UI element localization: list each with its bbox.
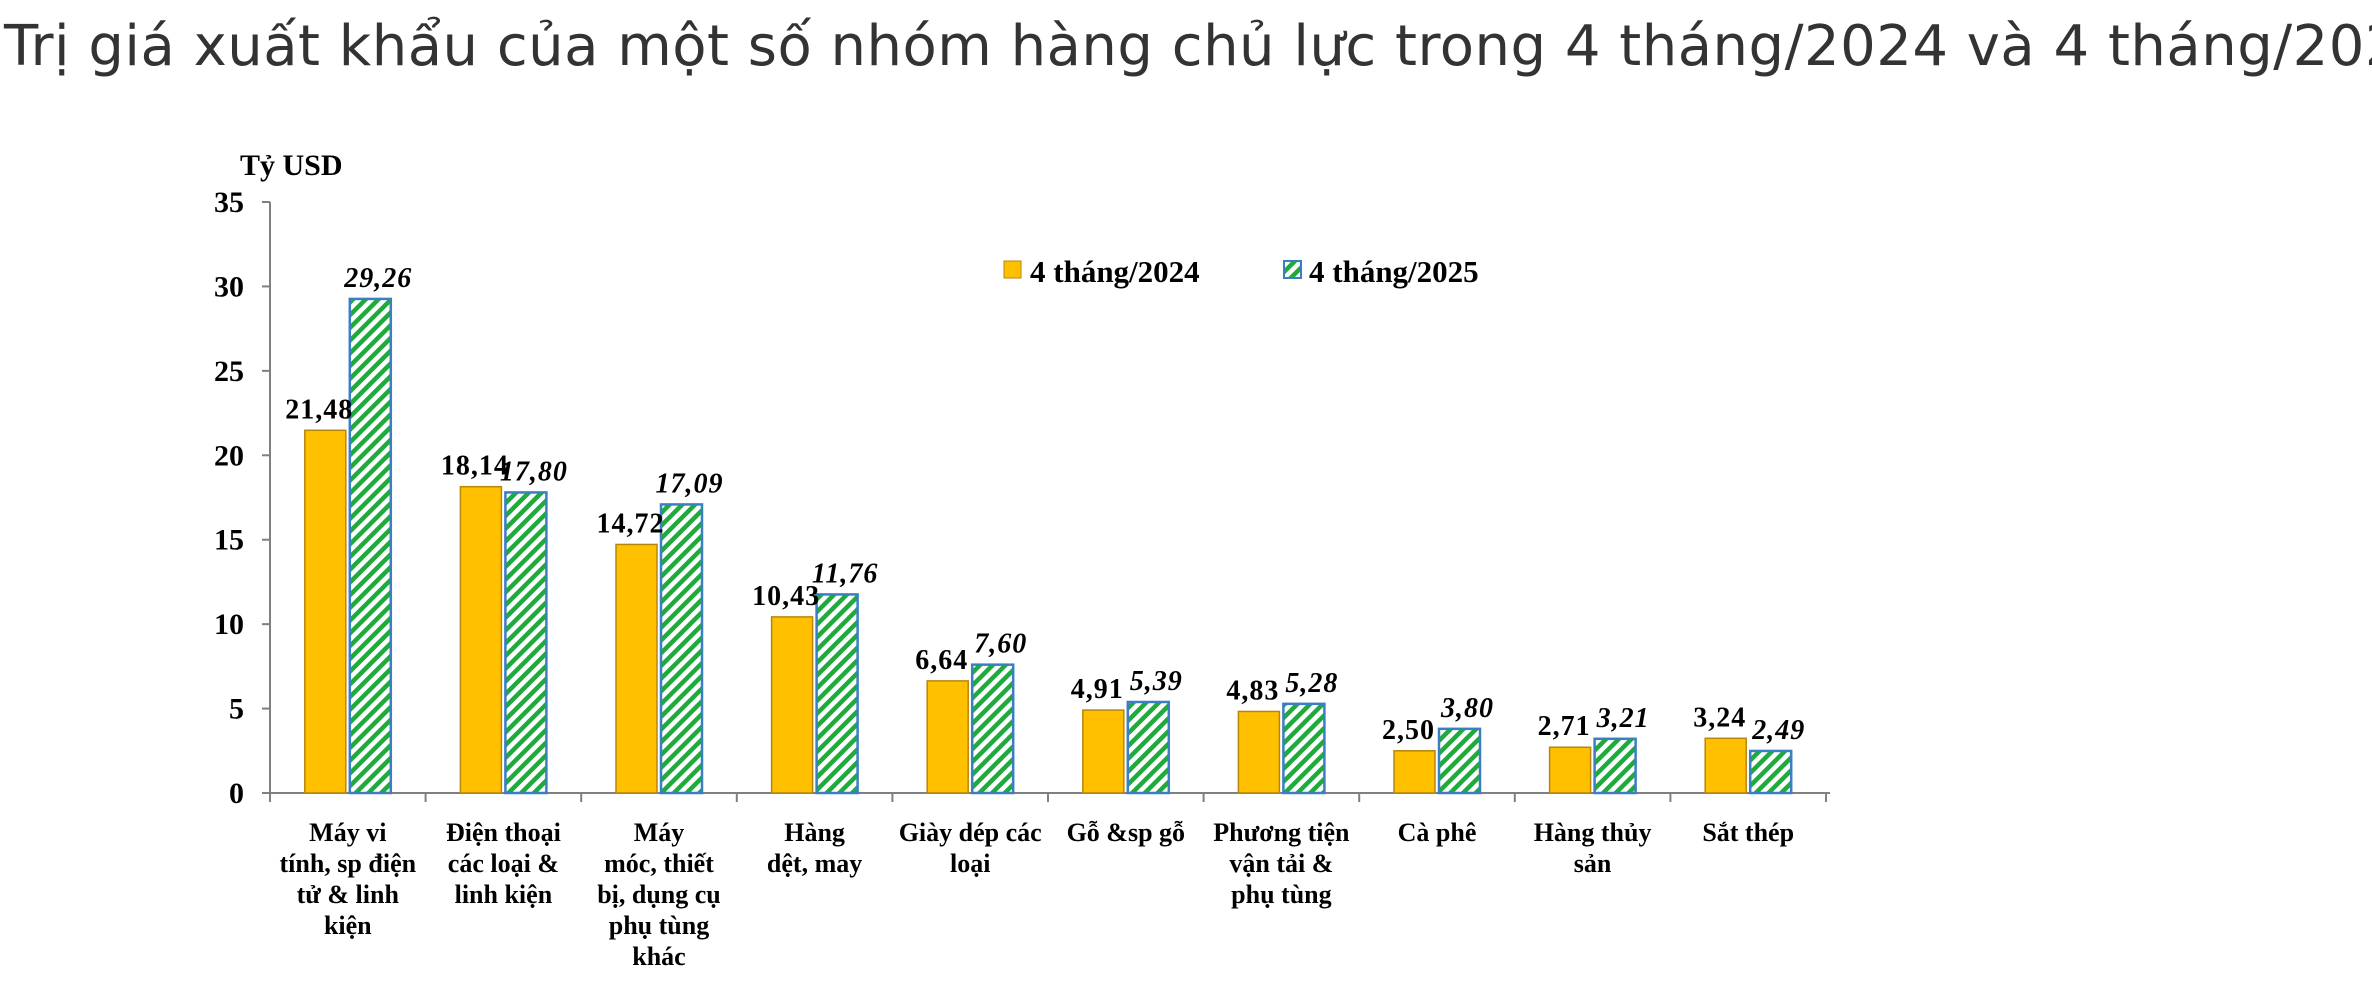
x-category-label: Máy vi tính, sp điện tử & linh kiện: [280, 818, 417, 940]
data-label-2024: 3,24: [1693, 702, 1746, 733]
bar-2025: [1748, 749, 1793, 795]
data-label-2024: 4,91: [1071, 674, 1124, 705]
bar-2024: [1237, 710, 1281, 794]
y-tick-label: 15: [214, 524, 244, 557]
data-label-2024: 2,71: [1538, 711, 1591, 742]
bar-2024: [1393, 750, 1436, 794]
bar-2024: [1704, 737, 1747, 794]
page-title: Trị giá xuất khẩu của một số nhóm hàng c…: [4, 14, 2372, 79]
data-label-2025: 17,80: [500, 456, 568, 487]
data-label-2025: 29,26: [343, 263, 412, 294]
data-label-2025: 11,76: [812, 558, 878, 589]
y-tick-label: 0: [229, 777, 244, 810]
bar-2025: [504, 491, 548, 795]
data-label-2025: 17,09: [656, 468, 724, 499]
x-category-label: Giày dép các loại: [899, 818, 1042, 878]
bar-2024: [615, 543, 658, 794]
x-category-label: Máy móc, thiết bị, dụng cụ phụ tùng khác: [597, 818, 721, 971]
y-tick-label: 5: [229, 693, 244, 726]
bar-2024: [1548, 746, 1592, 794]
data-label-2024: 10,43: [752, 581, 820, 612]
bar-2025: [1282, 702, 1326, 795]
bar-2025: [659, 503, 704, 795]
data-label-2024: 14,72: [597, 508, 665, 539]
data-label-2025: 3,21: [1596, 703, 1650, 734]
legend-label-2024: 4 tháng/2024: [1030, 254, 1200, 289]
legend-swatch-2024: [1003, 260, 1022, 279]
x-category-label: Phương tiện vận tải & phụ tùng: [1213, 818, 1350, 909]
x-category-label: Hàng thủy sản: [1534, 818, 1652, 878]
data-label-2024: 21,48: [285, 394, 353, 425]
x-category-label: Gỗ &sp gỗ: [1067, 818, 1185, 847]
x-category-label: Sắt thép: [1702, 818, 1794, 847]
data-label-2025: 3,80: [1440, 693, 1494, 724]
bar-2025: [970, 663, 1015, 795]
bar-2024: [770, 616, 814, 794]
data-label-2024: 6,64: [915, 645, 968, 676]
data-label-2025: 5,39: [1130, 666, 1183, 697]
bar-2024: [459, 485, 503, 794]
data-label-2024: 2,50: [1382, 715, 1435, 746]
bar-2024: [304, 429, 347, 794]
bar-2024: [1082, 709, 1125, 794]
bar-2025: [1593, 737, 1637, 795]
bar-2024: [926, 680, 969, 794]
legend-swatch-2025: [1283, 260, 1302, 279]
bar-2025: [815, 593, 859, 795]
y-tick-label: 25: [214, 355, 244, 388]
x-category-label: Cà phê: [1398, 818, 1477, 847]
data-label-2025: 2,49: [1751, 715, 1805, 746]
y-tick-label: 30: [214, 270, 244, 303]
y-axis-label: Tỷ USD: [240, 149, 343, 182]
data-label-2025: 5,28: [1285, 668, 1338, 699]
bar-2025: [1437, 727, 1482, 795]
data-label-2024: 18,14: [441, 451, 509, 482]
legend-label-2025: 4 tháng/2025: [1309, 254, 1479, 289]
y-tick-label: 10: [214, 608, 244, 641]
x-category-label: Hàng dệt, may: [767, 818, 862, 878]
data-label-2024: 4,83: [1226, 675, 1279, 706]
bar-2025: [1126, 700, 1171, 795]
data-label-2025: 7,60: [974, 629, 1027, 660]
y-tick-label: 20: [214, 439, 244, 472]
x-category-label: Điện thoại các loại & linh kiện: [446, 818, 561, 909]
bar-2025: [348, 297, 393, 795]
y-tick-label: 35: [214, 186, 244, 219]
